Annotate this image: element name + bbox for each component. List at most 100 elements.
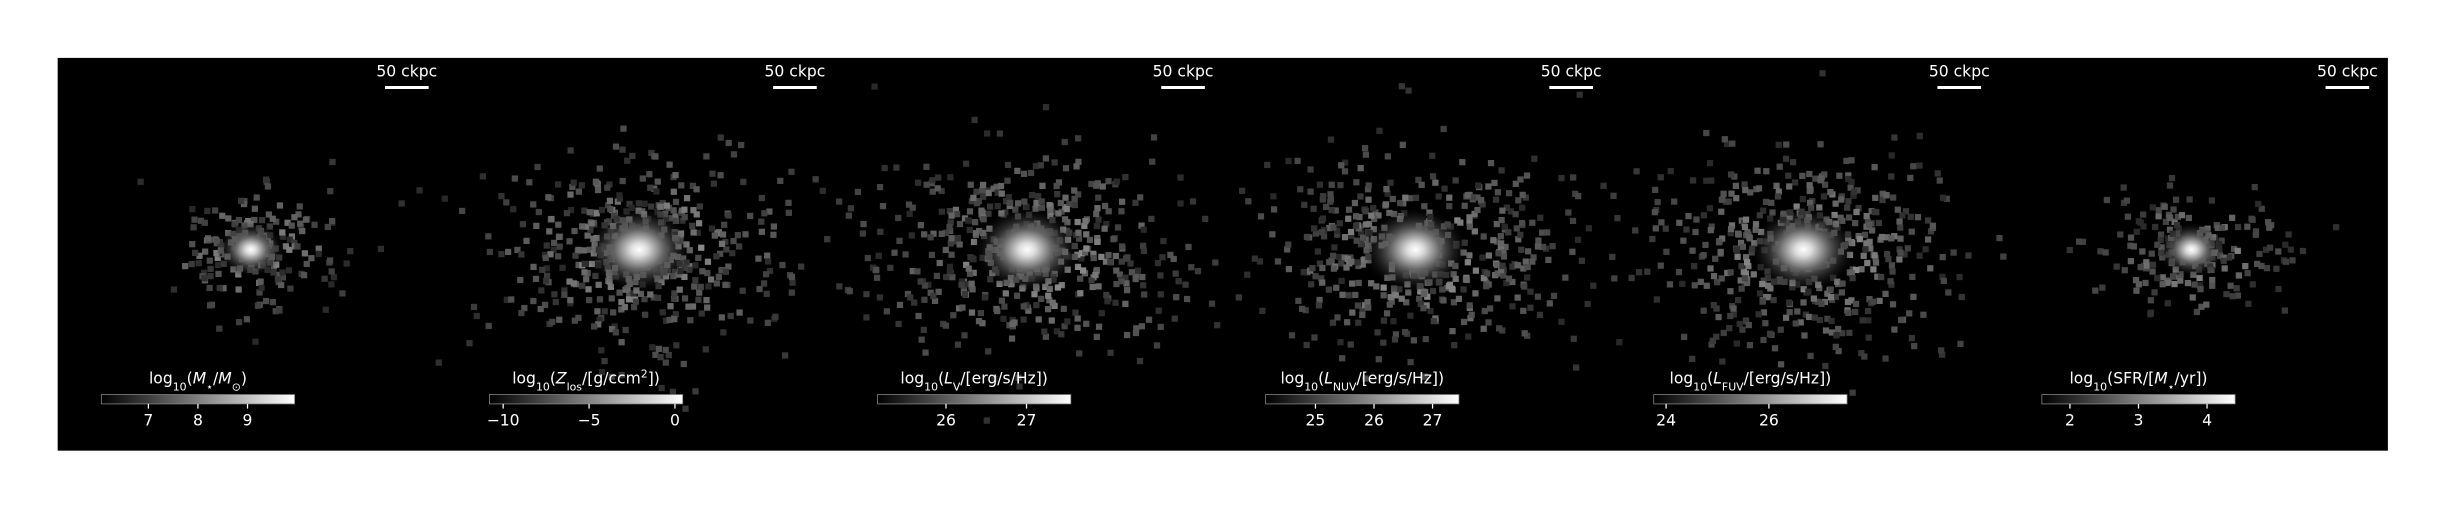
pixel <box>958 281 965 288</box>
pixel <box>1175 278 1182 285</box>
pixel <box>1054 284 1061 291</box>
pixel <box>1845 309 1852 317</box>
pixel <box>1907 174 1914 182</box>
pixel <box>1869 298 1877 305</box>
pixel <box>1071 187 1078 194</box>
pixel <box>1384 153 1391 160</box>
pixel <box>216 325 223 332</box>
label-part: log <box>900 370 924 388</box>
pixel <box>1518 246 1525 253</box>
pixel <box>299 227 306 235</box>
pixel <box>2249 281 2256 288</box>
pixel <box>1359 261 1366 268</box>
pixel <box>1575 193 1582 200</box>
pixel <box>1777 326 1784 333</box>
pixel <box>1365 182 1372 189</box>
pixel <box>1715 239 1723 246</box>
pixel <box>552 298 559 306</box>
pixel <box>1732 182 1740 189</box>
pixel <box>586 209 593 216</box>
pixel <box>1328 206 1335 214</box>
pixel <box>1906 310 1913 317</box>
pixel <box>2137 263 2144 271</box>
pixel <box>966 226 973 234</box>
pixel <box>285 267 293 274</box>
pixel <box>1887 278 1894 285</box>
pixel <box>1383 310 1391 317</box>
pixel <box>2133 287 2140 294</box>
pixel <box>672 198 680 206</box>
pixel <box>1004 177 1011 184</box>
pixel <box>206 302 214 309</box>
pixel <box>1714 279 1721 286</box>
pixel <box>2103 196 2110 204</box>
pixel <box>1315 302 1323 309</box>
pixel <box>1727 171 1735 178</box>
label-part: L <box>1324 370 1333 388</box>
pixel <box>978 207 985 214</box>
pixel <box>534 163 541 171</box>
label-part: 2 <box>641 367 648 380</box>
pixel <box>1845 175 1852 183</box>
pixel <box>1824 315 1831 322</box>
pixel <box>914 179 922 186</box>
pixel <box>606 181 613 188</box>
pixel <box>1014 167 1021 175</box>
pixel <box>1057 199 1064 207</box>
pixel <box>2209 276 2216 284</box>
pixel <box>1103 291 1110 299</box>
pixel <box>1871 164 1878 171</box>
pixel <box>610 309 617 316</box>
pixel <box>2263 246 2270 253</box>
label-part: /[erg/s/Hz]) <box>1744 370 1832 388</box>
pixel <box>608 325 616 333</box>
pixel <box>498 193 505 200</box>
pixel <box>1897 249 1904 256</box>
pixel <box>1491 179 1498 187</box>
pixel <box>730 151 738 158</box>
pixel <box>876 183 884 191</box>
pixel <box>1663 248 1670 255</box>
pixel <box>1570 174 1577 181</box>
pixel <box>1368 212 1375 219</box>
pixel <box>1783 141 1790 148</box>
pixel <box>1845 214 1853 221</box>
pixel <box>713 253 720 260</box>
pixel <box>1387 179 1394 186</box>
pixel <box>1345 206 1353 213</box>
pixel <box>707 276 715 283</box>
pixel <box>1521 283 1528 290</box>
pixel <box>725 212 732 219</box>
pixel <box>1138 323 1146 330</box>
pixel <box>1888 262 1896 269</box>
pixel <box>2253 260 2261 268</box>
pixel <box>1523 172 1531 179</box>
pixel <box>555 181 562 188</box>
pixel <box>1775 141 1782 148</box>
pixel <box>789 279 796 286</box>
pixel <box>1460 318 1468 326</box>
pixel <box>927 234 934 241</box>
pixel <box>1703 177 1710 184</box>
pixel <box>1833 332 1840 339</box>
pixel <box>994 307 1001 315</box>
pixel <box>1498 267 1505 274</box>
pixel <box>672 171 679 179</box>
pixel <box>1155 307 1162 314</box>
pixel <box>537 305 544 313</box>
pixel <box>620 125 627 132</box>
pixel <box>1141 291 1148 298</box>
pixel <box>2113 263 2120 270</box>
pixel <box>1002 290 1009 297</box>
pixel <box>1140 282 1147 289</box>
pixel <box>935 288 942 295</box>
pixel <box>1038 295 1045 302</box>
pixel <box>1836 172 1843 179</box>
pixel <box>704 258 712 265</box>
pixel <box>1727 288 1734 295</box>
pixel <box>1730 305 1737 312</box>
pixel <box>2166 182 2174 189</box>
pixel <box>2255 200 2262 208</box>
pixel <box>1763 168 1770 175</box>
pixel <box>1063 205 1070 213</box>
